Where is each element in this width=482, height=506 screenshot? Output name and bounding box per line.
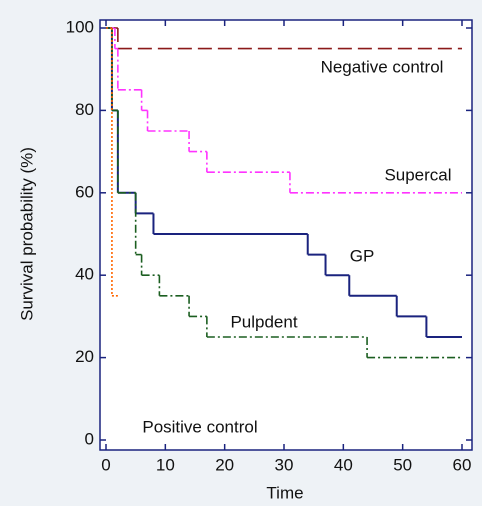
y-tick-label: 0 <box>85 429 94 448</box>
y-tick-label: 60 <box>75 182 94 201</box>
series-label: Supercal <box>384 165 451 184</box>
x-tick-label: 30 <box>275 455 294 474</box>
x-tick-label: 40 <box>334 455 353 474</box>
x-tick-label: 0 <box>101 455 110 474</box>
y-tick-label: 100 <box>66 17 94 36</box>
y-tick-label: 80 <box>75 100 94 119</box>
series-label: Pulpdent <box>230 312 297 331</box>
series-label: GP <box>350 246 375 265</box>
x-tick-label: 10 <box>156 455 175 474</box>
x-axis-label: Time <box>266 483 303 502</box>
y-tick-label: 20 <box>75 347 94 366</box>
series-label: Positive control <box>142 417 257 436</box>
x-tick-label: 60 <box>453 455 472 474</box>
x-tick-label: 50 <box>393 455 412 474</box>
y-tick-label: 40 <box>75 265 94 284</box>
y-axis-label: Survival probability (%) <box>17 147 36 321</box>
series-label: Negative control <box>321 57 444 76</box>
x-tick-label: 20 <box>215 455 234 474</box>
